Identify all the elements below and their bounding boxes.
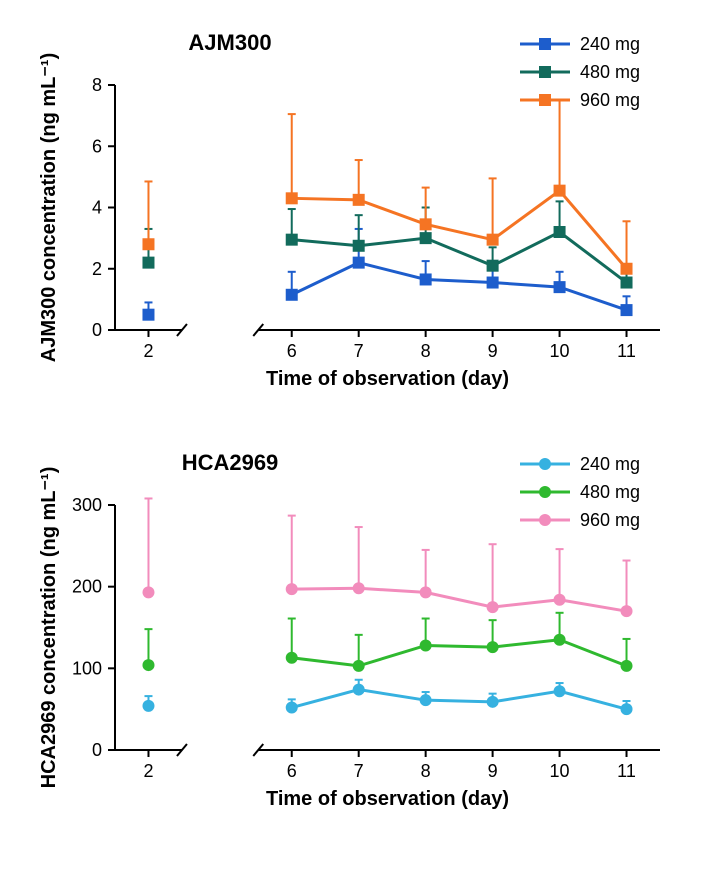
- data-marker: [621, 304, 633, 316]
- x-tick-label: 6: [287, 341, 297, 361]
- y-tick-label: 300: [72, 495, 102, 515]
- data-marker: [554, 185, 566, 197]
- data-marker: [353, 194, 365, 206]
- x-tick-label: 6: [287, 761, 297, 781]
- data-marker: [353, 660, 365, 672]
- data-marker: [420, 273, 432, 285]
- data-marker: [142, 659, 154, 671]
- x-tick-label: 9: [488, 761, 498, 781]
- data-marker: [487, 260, 499, 272]
- series-line: [292, 640, 627, 666]
- y-tick-label: 0: [92, 320, 102, 340]
- legend-label: 480 mg: [580, 482, 640, 502]
- charts-container: AJM300 240 mg 480 mg 960 mg 0 2 4 6 8 AJM300 conc…: [20, 20, 689, 820]
- data-marker: [420, 232, 432, 244]
- legend-label: 240 mg: [580, 34, 640, 54]
- data-marker: [554, 634, 566, 646]
- data-marker: [487, 234, 499, 246]
- data-marker: [353, 684, 365, 696]
- y-tick-label: 100: [72, 658, 102, 678]
- series-line: [292, 191, 627, 269]
- series-line: [292, 263, 627, 310]
- y-tick-label: 2: [92, 259, 102, 279]
- data-marker: [353, 257, 365, 269]
- legend-label: 960 mg: [580, 90, 640, 110]
- x-tick-label: 8: [421, 341, 431, 361]
- legend-marker: [539, 94, 551, 106]
- data-marker: [554, 281, 566, 293]
- x-axis-label: Time of observation (day): [266, 368, 509, 390]
- series-line: [292, 232, 627, 283]
- data-marker: [142, 309, 154, 321]
- data-marker: [420, 694, 432, 706]
- data-marker: [487, 277, 499, 289]
- data-marker: [420, 639, 432, 651]
- data-marker: [353, 240, 365, 252]
- x-tick-label: 8: [421, 761, 431, 781]
- legend-label: 480 mg: [580, 62, 640, 82]
- y-tick-label: 4: [92, 198, 102, 218]
- data-marker: [621, 263, 633, 275]
- data-marker: [142, 700, 154, 712]
- series-line: [292, 588, 627, 611]
- chart-wrap-hca2969: HCA2969 240 mg 480 mg 960 mg 0 100 200 300 HCA29…: [20, 440, 689, 820]
- data-marker: [286, 583, 298, 595]
- data-marker: [554, 226, 566, 238]
- data-marker: [420, 586, 432, 598]
- y-axis-label: AJM300 concentration (ng mL⁻¹): [38, 53, 60, 362]
- chart-title: HCA2969: [182, 450, 279, 475]
- data-marker: [286, 652, 298, 664]
- data-marker: [487, 696, 499, 708]
- legend-marker: [539, 66, 551, 78]
- x-tick-label: 9: [488, 341, 498, 361]
- data-marker: [621, 605, 633, 617]
- data-marker: [554, 594, 566, 606]
- data-marker: [487, 601, 499, 613]
- data-marker: [142, 238, 154, 250]
- data-marker: [621, 660, 633, 672]
- chart-ajm300: AJM300 240 mg 480 mg 960 mg 0 2 4 6 8 AJM300 conc…: [20, 20, 709, 400]
- series-line: [292, 690, 627, 710]
- x-tick-label: 11: [617, 341, 636, 361]
- y-tick-label: 200: [72, 577, 102, 597]
- y-tick-label: 6: [92, 136, 102, 156]
- data-marker: [420, 218, 432, 230]
- data-marker: [286, 702, 298, 714]
- data-marker: [621, 277, 633, 289]
- x-tick-label: 2: [143, 761, 153, 781]
- legend-marker: [539, 38, 551, 50]
- x-tick-label: 7: [354, 341, 364, 361]
- data-marker: [353, 582, 365, 594]
- data-marker: [286, 192, 298, 204]
- chart-title: AJM300: [188, 30, 271, 55]
- y-axis-label: HCA2969 concentration (ng mL⁻¹): [38, 467, 60, 789]
- legend-marker: [539, 514, 551, 526]
- data-marker: [487, 641, 499, 653]
- data-marker: [142, 257, 154, 269]
- data-marker: [554, 685, 566, 697]
- chart-wrap-ajm300: AJM300 240 mg 480 mg 960 mg 0 2 4 6 8 AJM300 conc…: [20, 20, 689, 400]
- data-marker: [621, 703, 633, 715]
- legend-label: 240 mg: [580, 454, 640, 474]
- x-tick-label: 2: [143, 341, 153, 361]
- y-tick-label: 8: [92, 75, 102, 95]
- data-marker: [286, 234, 298, 246]
- x-tick-label: 11: [617, 761, 636, 781]
- x-tick-label: 10: [550, 341, 570, 361]
- x-tick-label: 7: [354, 761, 364, 781]
- data-marker: [142, 586, 154, 598]
- legend-label: 960 mg: [580, 510, 640, 530]
- y-tick-label: 0: [92, 740, 102, 760]
- data-marker: [286, 289, 298, 301]
- legend-marker: [539, 486, 551, 498]
- legend-marker: [539, 458, 551, 470]
- x-axis-label: Time of observation (day): [266, 788, 509, 810]
- chart-hca2969: HCA2969 240 mg 480 mg 960 mg 0 100 200 300 HCA29…: [20, 440, 709, 820]
- x-tick-label: 10: [550, 761, 570, 781]
